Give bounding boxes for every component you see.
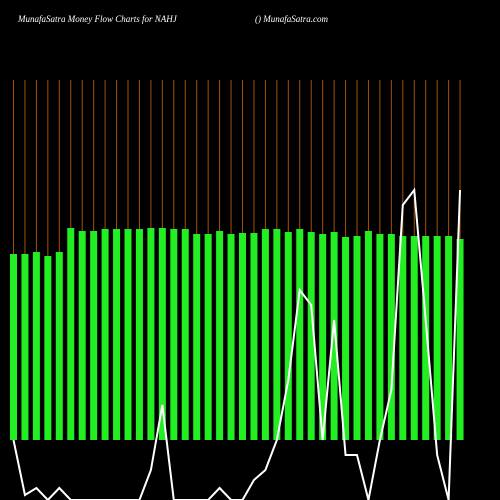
bar: [55, 252, 63, 440]
bar: [193, 234, 201, 440]
bar: [445, 236, 453, 440]
bar: [32, 252, 40, 440]
bar: [124, 229, 132, 440]
bar: [158, 228, 166, 440]
bar: [307, 232, 315, 440]
bar: [422, 236, 430, 440]
bar: [113, 229, 121, 440]
bar: [67, 228, 75, 440]
bar: [21, 254, 29, 440]
bar: [78, 231, 86, 440]
bar: [239, 233, 246, 440]
bar: [330, 232, 338, 440]
chart-title: MunafaSatra Money Flow Charts for NAHJ: [17, 14, 178, 24]
bar: [284, 232, 292, 440]
bar: [342, 237, 350, 440]
bar: [376, 234, 384, 440]
bar: [227, 234, 235, 440]
bar: [44, 256, 52, 440]
bar: [410, 236, 418, 440]
bar: [147, 228, 155, 440]
bar: [387, 234, 395, 440]
bar: [273, 229, 281, 440]
money-flow-line: [12, 187, 462, 500]
bar: [433, 236, 441, 440]
bar: [181, 229, 189, 440]
bar: [10, 254, 17, 440]
bar: [90, 231, 98, 440]
bar: [319, 234, 327, 440]
bar: [261, 229, 269, 440]
bar: [204, 234, 212, 440]
bar: [170, 229, 178, 440]
bar: [353, 236, 361, 440]
bar: [364, 231, 372, 440]
chart-subtitle: () MunafaSatra.com: [255, 14, 328, 24]
bar: [101, 229, 109, 440]
bar: [296, 229, 304, 440]
bar: [216, 231, 224, 440]
bar: [135, 229, 143, 440]
bar: [399, 236, 407, 440]
bar: [250, 233, 258, 440]
bar: [456, 239, 464, 440]
